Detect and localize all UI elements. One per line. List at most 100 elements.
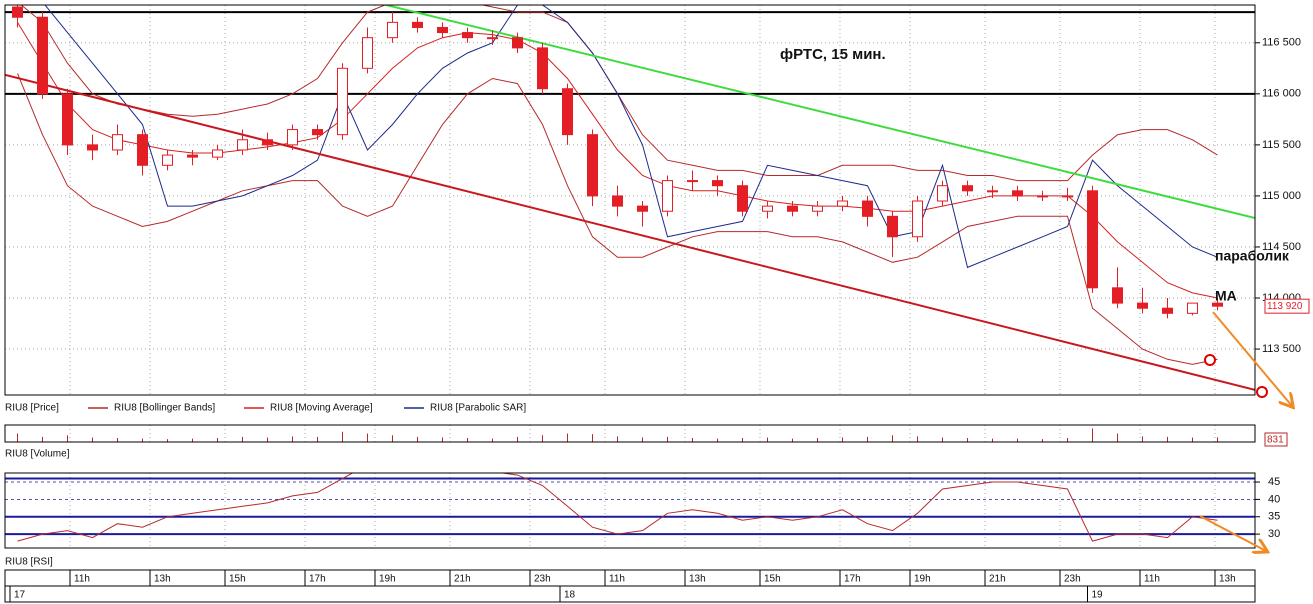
- rsi-panel-frame: [4, 472, 1256, 549]
- legend-item: RIU8 [Price]: [5, 403, 59, 414]
- candle-body: [112, 134, 123, 151]
- candle-body: [337, 67, 348, 136]
- y-tick-label: 114 500: [1262, 241, 1301, 253]
- candle-body: [937, 185, 948, 202]
- price-panel-frame: [4, 4, 1256, 396]
- candle-body: [412, 21, 423, 28]
- x-tick-label: 15h: [764, 574, 781, 585]
- x-tick-label: 13h: [689, 574, 706, 585]
- parabolic-sar: [44, 5, 1218, 269]
- candle-body: [462, 32, 473, 39]
- last-price-label: 113 920: [1267, 301, 1303, 312]
- x-tick-label: 21h: [989, 574, 1006, 585]
- y-tick-label: 115 500: [1262, 139, 1301, 151]
- candle-body: [12, 6, 23, 18]
- day-tick-label: 19: [1092, 590, 1104, 601]
- x-tick-label: 13h: [154, 574, 171, 585]
- candle-body: [912, 200, 923, 238]
- x-tick-label: 23h: [1064, 574, 1081, 585]
- annotation: параболик: [1215, 248, 1290, 264]
- candle-body: [62, 93, 73, 146]
- annotation: MA: [1215, 288, 1237, 304]
- candle-body: [662, 180, 673, 212]
- candle-body: [1212, 302, 1223, 307]
- arrow: [1199, 515, 1266, 551]
- x-tick-label: 17h: [309, 574, 326, 585]
- candle-body: [687, 180, 698, 183]
- x-tick-label: 21h: [454, 574, 471, 585]
- x-tick-label: 19h: [379, 574, 396, 585]
- candle-body: [837, 200, 848, 207]
- candle-body: [237, 139, 248, 151]
- candle-body: [537, 47, 548, 90]
- candle-body: [162, 154, 173, 166]
- candle-body: [737, 185, 748, 212]
- y-tick-label: 30: [1268, 528, 1280, 540]
- candle-body: [1087, 190, 1098, 289]
- y-tick-label: 116 000: [1262, 88, 1301, 100]
- candle-body: [1012, 190, 1023, 197]
- candle-body: [712, 180, 723, 187]
- candle-body: [562, 88, 573, 136]
- day-tick-label: 17: [14, 590, 26, 601]
- candle-body: [137, 134, 148, 166]
- x-tick-label: 23h: [534, 574, 551, 585]
- candle-body: [212, 149, 223, 158]
- volume-value-box: [1264, 432, 1288, 447]
- y-tick-label: 40: [1268, 493, 1280, 505]
- candle-body: [262, 139, 273, 146]
- y-tick-label: 115 000: [1262, 190, 1301, 202]
- x-tick-label: 15h: [229, 574, 246, 585]
- legend-item: RIU8 [Parabolic SAR]: [430, 403, 526, 414]
- candle-body: [612, 195, 623, 207]
- candle-body: [387, 21, 398, 39]
- candle-body: [637, 205, 648, 212]
- candle-body: [37, 16, 48, 95]
- candle-body: [862, 200, 873, 217]
- x-tick-label: 11h: [609, 574, 625, 585]
- candle-body: [962, 185, 973, 192]
- candle-body: [887, 215, 898, 238]
- candle-body: [787, 205, 798, 212]
- x-tick-label: 13h: [1219, 574, 1236, 585]
- candle-body: [87, 144, 98, 151]
- x-tick-label: 11h: [1144, 574, 1160, 585]
- legend-item: RIU8 [Moving Average]: [270, 403, 373, 414]
- candle-body: [312, 129, 323, 136]
- x-tick-label: 17h: [844, 574, 861, 585]
- candle-body: [1162, 307, 1173, 314]
- y-tick-label: 113 500: [1262, 343, 1301, 355]
- rsi-line: [17, 473, 1218, 542]
- x-tick-label: 19h: [914, 574, 931, 585]
- chart-title: фРТС, 15 мин.: [780, 46, 886, 63]
- legend-item: RIU8 [Bollinger Bands]: [114, 403, 215, 414]
- volume-value-label: 831: [1267, 435, 1284, 446]
- y-tick-label: 45: [1268, 476, 1280, 488]
- marker-circle: [1204, 354, 1216, 366]
- candle-body: [512, 37, 523, 49]
- candle-body: [437, 26, 448, 34]
- last-price-box: [1264, 298, 1310, 314]
- arrow: [1212, 311, 1292, 406]
- candle-body: [1137, 302, 1148, 309]
- marker-circle: [1256, 386, 1268, 398]
- y-tick-label: 116 500: [1262, 37, 1301, 49]
- x-tick-label: 11h: [74, 574, 90, 585]
- panel-label: RIU8 [Volume]: [5, 449, 70, 460]
- candle-body: [1037, 195, 1048, 198]
- candle-body: [587, 134, 598, 197]
- candle-body: [1112, 287, 1123, 304]
- candle-body: [987, 190, 998, 193]
- trend-line: [384, 5, 1255, 219]
- y-tick-label: 35: [1268, 511, 1280, 523]
- candle-body: [287, 129, 298, 146]
- panel-label: RIU8 [RSI]: [5, 557, 53, 568]
- candle-body: [1187, 302, 1198, 314]
- trend-line: [5, 73, 1255, 391]
- candle-body: [812, 205, 823, 212]
- volume-panel-frame: [4, 424, 1256, 443]
- candle-body: [1062, 195, 1073, 198]
- day-tick-label: 18: [564, 590, 576, 601]
- candle-body: [487, 37, 498, 40]
